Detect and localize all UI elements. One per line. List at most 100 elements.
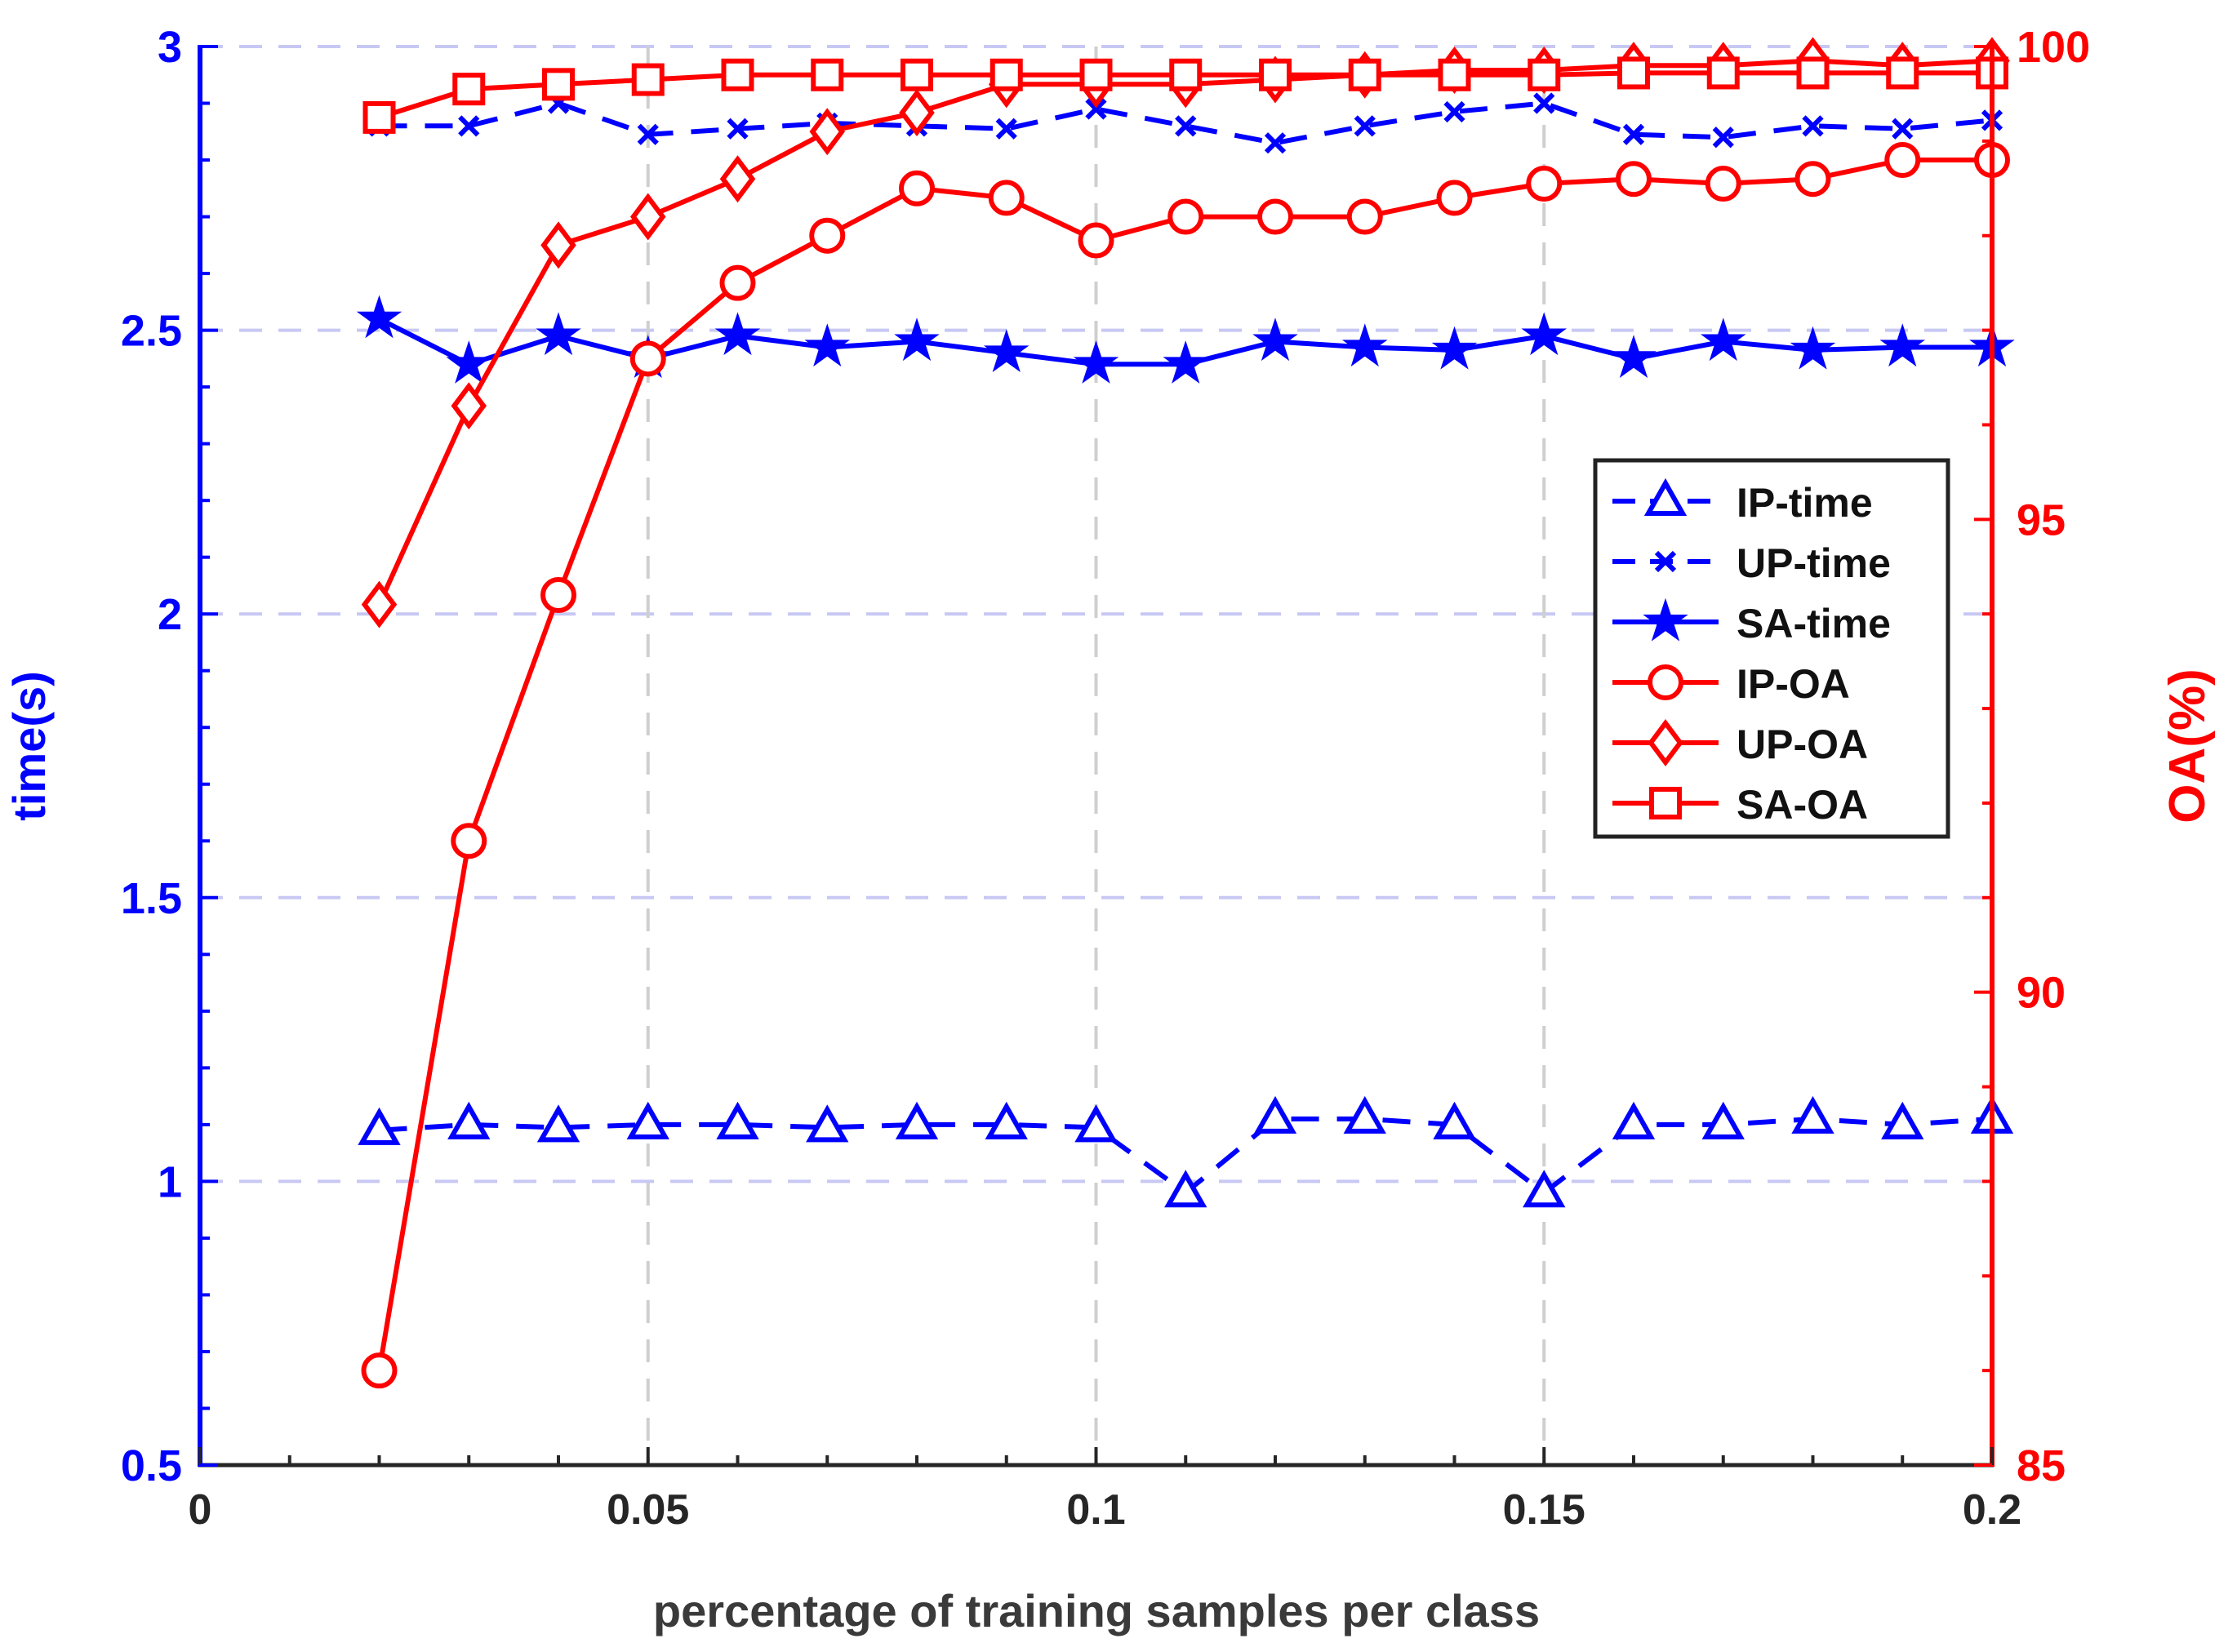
data-point-sa-oa xyxy=(631,63,665,96)
data-point-sa-time xyxy=(1252,318,1298,362)
data-point-ip-oa xyxy=(899,170,935,206)
data-point-ip-oa xyxy=(1257,198,1293,235)
data-point-sa-oa xyxy=(1259,58,1292,91)
data-point-ip-time xyxy=(358,1107,401,1145)
data-point-up-oa xyxy=(361,580,398,628)
data-point-ip-oa xyxy=(1705,166,1741,202)
data-point-up-time xyxy=(1892,118,1914,140)
legend-label-ip-time: IP-time xyxy=(1737,480,1873,526)
data-point-up-time xyxy=(637,123,659,145)
y-right-tick-label: 95 xyxy=(2017,495,2066,544)
y-left-tick-label: 2.5 xyxy=(121,307,182,356)
x-tick-label: 0.2 xyxy=(1963,1486,2021,1534)
series-ip-time xyxy=(358,1095,2014,1208)
data-point-ip-oa xyxy=(1436,180,1473,216)
data-point-sa-oa xyxy=(452,73,486,106)
data-point-sa-time xyxy=(356,295,402,339)
series-layer xyxy=(356,37,2015,1389)
data-point-sa-time xyxy=(714,312,761,356)
data-point-ip-time xyxy=(985,1101,1028,1139)
data-point-up-time xyxy=(995,118,1017,140)
data-point-ip-time xyxy=(806,1104,849,1143)
data-point-ip-time xyxy=(1433,1101,1476,1139)
data-point-sa-oa xyxy=(1438,58,1471,91)
data-point-ip-oa xyxy=(1616,161,1652,198)
data-point-ip-time xyxy=(1164,1170,1207,1208)
data-point-up-oa xyxy=(719,155,756,203)
data-point-sa-time xyxy=(536,312,581,356)
data-point-sa-oa xyxy=(1348,58,1381,91)
data-point-sa-time xyxy=(804,323,851,367)
data-point-ip-time xyxy=(1701,1101,1745,1139)
series-sa-time xyxy=(356,295,2015,384)
data-point-ip-oa xyxy=(1167,198,1204,235)
data-point-sa-oa xyxy=(1886,56,1919,90)
legend-label-sa-time: SA-time xyxy=(1737,601,1891,646)
data-point-sa-oa xyxy=(1796,56,1830,90)
data-point-up-time xyxy=(1712,127,1734,149)
x-axis-label: percentage of training samples per class xyxy=(653,1585,1540,1636)
data-point-sa-time xyxy=(894,318,940,362)
data-point-up-oa xyxy=(540,221,576,269)
data-point-ip-time xyxy=(447,1101,491,1139)
data-point-sa-time xyxy=(1073,340,1119,384)
data-point-ip-time xyxy=(536,1104,580,1143)
data-point-sa-time xyxy=(1521,312,1568,356)
data-point-up-oa xyxy=(451,382,487,430)
data-point-up-time xyxy=(1085,98,1107,120)
y-right-tick-label: 85 xyxy=(2017,1441,2066,1490)
data-point-ip-oa xyxy=(451,823,487,859)
data-point-ip-oa xyxy=(1794,161,1831,198)
data-point-ip-oa xyxy=(988,180,1025,216)
series-sa-oa xyxy=(362,56,2008,134)
legend-label-up-time: UP-time xyxy=(1737,540,1891,586)
data-point-sa-oa xyxy=(1079,58,1113,91)
y-right-tick-label: 100 xyxy=(2017,23,2090,72)
legend-marker-up-time xyxy=(1654,550,1677,573)
data-point-up-time xyxy=(1354,115,1376,137)
data-point-up-time xyxy=(1802,115,1824,137)
data-point-sa-time xyxy=(1700,318,1746,362)
data-point-ip-oa xyxy=(1078,222,1114,259)
data-point-ip-oa xyxy=(361,1352,398,1389)
data-point-up-time xyxy=(1533,92,1555,114)
data-point-sa-time xyxy=(1341,323,1388,367)
data-point-sa-oa xyxy=(542,68,575,101)
data-point-ip-time xyxy=(1612,1101,1656,1139)
data-point-up-oa xyxy=(809,108,845,156)
legend-marker-ip-time xyxy=(1643,477,1688,516)
data-point-sa-oa xyxy=(1617,56,1650,90)
data-point-sa-oa xyxy=(362,100,396,134)
data-point-ip-time xyxy=(1343,1095,1386,1134)
data-point-sa-time xyxy=(446,340,492,384)
legend-marker-up-oa xyxy=(1648,719,1683,766)
data-point-sa-time xyxy=(1879,323,1926,367)
data-point-ip-time xyxy=(1074,1104,1118,1143)
data-point-ip-oa xyxy=(629,340,666,377)
data-point-up-time xyxy=(1264,132,1287,154)
axes-layer: 0 0.05 0.1 0.15 0.2 0.5 1 1.5 2 2.5 3 85 90 95 100 xyxy=(121,23,2090,1534)
legend-marker-ip-oa xyxy=(1648,664,1683,700)
data-point-up-oa xyxy=(899,89,935,137)
data-point-sa-oa xyxy=(1169,58,1203,91)
data-point-up-time xyxy=(727,118,749,140)
data-point-ip-oa xyxy=(719,264,756,301)
data-point-sa-oa xyxy=(901,58,933,91)
data-point-ip-time xyxy=(895,1101,939,1139)
legend-label-ip-oa: IP-OA xyxy=(1737,661,1850,707)
data-point-ip-oa xyxy=(1526,166,1563,202)
data-point-ip-oa xyxy=(809,217,846,254)
data-point-sa-time xyxy=(1163,340,1209,384)
data-point-up-time xyxy=(1622,123,1645,145)
data-point-ip-time xyxy=(626,1101,669,1139)
data-point-sa-time xyxy=(1431,326,1478,370)
data-point-sa-oa xyxy=(721,58,754,91)
legend-label-sa-oa: SA-OA xyxy=(1737,782,1868,828)
data-point-ip-time xyxy=(1791,1095,1834,1134)
x-tick-label: 0 xyxy=(189,1486,212,1534)
series-ip-oa xyxy=(361,142,2010,1389)
x-tick-label: 0.1 xyxy=(1066,1486,1125,1534)
legend-box xyxy=(1593,458,1950,839)
data-point-ip-oa xyxy=(540,577,576,614)
